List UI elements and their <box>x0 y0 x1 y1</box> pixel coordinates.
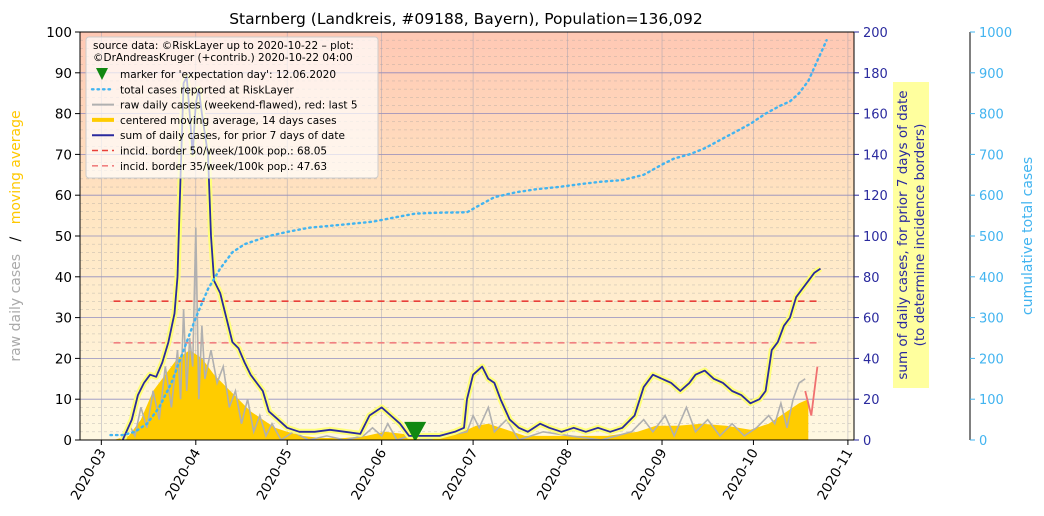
expectation-day-marker <box>404 421 427 440</box>
left-tick-label: 10 <box>55 392 72 408</box>
x-tick-label: 2020-09 <box>628 446 670 503</box>
x-tick-label: 2020-11 <box>814 446 856 503</box>
x-tick-label: 2020-10 <box>720 446 762 503</box>
right2-tick-label: 1000 <box>979 26 1012 41</box>
cumulative-total-line <box>109 39 828 437</box>
legend-swatch <box>96 68 108 80</box>
right2-tick-label: 300 <box>979 312 1004 327</box>
legend-label: sum of daily cases, for prior 7 days of … <box>120 130 345 142</box>
right-axis-label-box <box>893 82 929 388</box>
right2-tick-label: 0 <box>979 434 987 449</box>
x-tick-label: 2020-07 <box>439 446 481 503</box>
chart-title: Starnberg (Landkreis, #09188, Bayern), P… <box>229 10 703 28</box>
right-axis-label-line2: (to determine incidence borders) <box>912 124 928 347</box>
legend-label: raw daily cases (weekend-flawed), red: l… <box>120 100 358 112</box>
right1-tick-label: 20 <box>863 393 880 408</box>
right1-tick-label: 100 <box>863 230 888 245</box>
cumulative-axis-label: cumulative total cases <box>1020 157 1036 315</box>
right1-tick-label: 60 <box>863 312 880 327</box>
right1-tick-label: 200 <box>863 26 888 41</box>
left-tick-label: 50 <box>55 229 72 245</box>
legend-header-line2: ©DrAndreasKruger (+contrib.) 2020-10-22 … <box>93 52 353 64</box>
left-tick-label: 20 <box>55 351 72 367</box>
right2-tick-label: 100 <box>979 393 1004 408</box>
left-tick-label: 80 <box>55 107 72 123</box>
x-tick-label: 2020-04 <box>162 446 204 503</box>
left-tick-label: 70 <box>55 147 72 163</box>
left-tick-label: 60 <box>55 188 72 204</box>
right1-tick-label: 40 <box>863 352 880 367</box>
right1-tick-label: 160 <box>863 108 888 123</box>
x-tick-label: 2020-08 <box>534 446 576 503</box>
right2-tick-label: 700 <box>979 148 1004 163</box>
right1-tick-label: 0 <box>863 434 871 449</box>
left-tick-label: 100 <box>46 25 72 41</box>
legend-label: total cases reported at RiskLayer <box>120 84 294 96</box>
legend-label: incid. border 35/week/100k pop.: 47.63 <box>120 161 327 173</box>
left-tick-label: 30 <box>55 311 72 327</box>
x-tick-label: 2020-06 <box>348 446 390 503</box>
x-tick-label: 2020-03 <box>68 446 110 503</box>
left-label-slash: / <box>8 236 24 241</box>
raw-daily-line <box>121 227 806 440</box>
right-axis-label-line1: sum of daily cases, for prior 7 days of … <box>895 90 911 379</box>
left-tick-label: 90 <box>55 66 72 82</box>
raw-last5-line <box>804 366 819 416</box>
left-tick-label: 40 <box>55 270 72 286</box>
left-tick-label: 0 <box>63 433 72 449</box>
legend-header-line1: source data: ©RiskLayer up to 2020-10-22… <box>93 40 354 52</box>
right2-tick-label: 800 <box>979 108 1004 123</box>
legend-label: centered moving average, 14 days cases <box>120 115 337 127</box>
right2-tick-label: 200 <box>979 352 1004 367</box>
right2-tick-label: 900 <box>979 67 1004 82</box>
left-label-moving: moving average <box>8 110 24 224</box>
legend-box <box>85 36 379 179</box>
x-tick-label: 2020-05 <box>254 446 296 503</box>
legend-label: marker for 'expectation day': 12.06.2020 <box>120 69 336 81</box>
right2-tick-label: 500 <box>979 230 1004 245</box>
right2-tick-label: 600 <box>979 189 1004 204</box>
right2-tick-label: 400 <box>979 271 1004 286</box>
axes: 0102030405060708090100020406080100120140… <box>46 25 1012 503</box>
left-axis-label: raw daily cases / moving average <box>8 110 24 361</box>
legend: source data: ©RiskLayer up to 2020-10-22… <box>85 36 379 179</box>
right1-tick-label: 80 <box>863 271 880 286</box>
right1-tick-label: 180 <box>863 67 888 82</box>
legend-label: incid. border 50/week/100k pop.: 68.05 <box>120 146 327 158</box>
right1-tick-label: 140 <box>863 148 888 163</box>
right1-tick-label: 120 <box>863 189 888 204</box>
left-label-raw: raw daily cases <box>8 254 24 362</box>
